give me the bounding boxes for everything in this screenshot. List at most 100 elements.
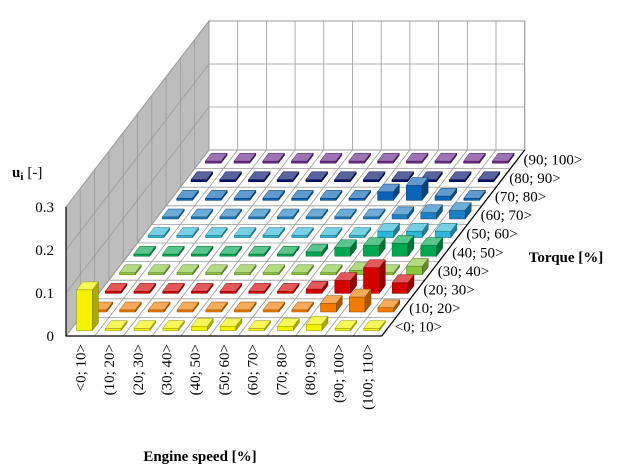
x-tick-label: (10; 20> [102,344,118,395]
z-tick-label: 0.3 [35,200,54,216]
x-tick-label: (30; 40> [159,344,175,395]
bar [348,288,372,313]
bar [162,282,185,295]
bar [334,239,358,257]
bar [276,171,300,183]
y-axis-ticks: <0; 10> (10; 20> (20; 30> (30; 40> (40; 50> (… [395,152,583,335]
bar [348,226,372,239]
y-tick-label: (70; 80> [495,190,546,206]
bar [405,152,429,164]
bar [491,152,515,164]
bar [276,208,300,220]
bar [348,152,372,164]
bar [463,152,486,164]
bar [291,226,314,239]
bar [434,187,458,202]
y-tick-label: (10; 20> [409,301,460,317]
bar [104,282,128,295]
y-tick-label: (80; 90> [509,171,560,187]
x-tick-label: <0; 10> [73,344,89,391]
bar [448,171,472,183]
bar [176,301,200,313]
bar [348,189,372,202]
bar [305,280,329,295]
bar [247,171,271,183]
y-gridline [165,76,482,207]
bar [319,226,343,239]
bar [434,152,458,164]
bar [391,274,415,295]
bar [190,171,214,183]
bar [176,189,200,202]
y-gridline [122,132,439,263]
y-gridline [108,151,425,281]
bar [362,171,386,183]
bar [161,208,185,220]
bar [463,189,487,202]
x-tick-label: (90; 100> [332,344,348,403]
bar [119,301,142,313]
bar [319,189,343,202]
bar [420,236,444,257]
bar [219,171,243,183]
bar [391,206,415,220]
bar [219,245,243,257]
bar [190,208,214,220]
bar [262,226,286,239]
bar [190,317,214,332]
bar [377,183,400,202]
y-gridline [151,95,468,225]
bar [376,152,400,164]
bar [319,264,343,276]
y-tick-label: (50; 60> [466,227,517,243]
bar [334,208,357,220]
x-axis-title: Engine speed [%] [143,449,256,465]
bar [362,208,386,220]
bar [233,226,257,239]
y-gridline [194,39,511,170]
bar [161,245,185,257]
bar [133,282,157,295]
bar [219,282,243,295]
y-axis-title: Torque [%] [529,250,604,266]
bar [291,301,315,313]
bar [248,282,272,295]
bar [305,208,329,220]
bar [377,299,401,313]
bar [247,208,271,220]
bar [262,189,286,202]
bar [205,264,228,276]
x-tick-label: (80; 90> [303,344,319,395]
chart-floor [65,149,526,337]
x-tick-label: (20; 30> [131,344,147,395]
bar [334,271,358,295]
bar [147,301,171,313]
bar [162,319,186,332]
bar [405,176,429,202]
x-tick-label: (70; 80> [274,344,290,395]
bar [262,301,286,313]
bar [219,317,243,332]
bar [118,264,142,276]
bar [434,222,458,239]
bar [363,319,386,332]
z-tick-label: 0.1 [35,286,54,302]
bar [305,171,329,183]
back-wall [208,20,526,151]
bar [204,189,228,202]
chart-bars [76,152,515,332]
bar [290,189,314,202]
bar [333,171,357,183]
bar [176,264,200,276]
bar [291,264,315,276]
y-tick-label: (30; 40> [438,264,489,280]
z-axis-title: ui [-] [12,165,42,183]
bar [262,264,286,276]
bar [190,245,214,257]
bar [205,301,229,313]
bar [319,294,343,313]
bar [147,264,171,276]
bar [362,236,386,257]
y-tick-label: (90; 100> [524,152,583,168]
bar [248,245,271,257]
